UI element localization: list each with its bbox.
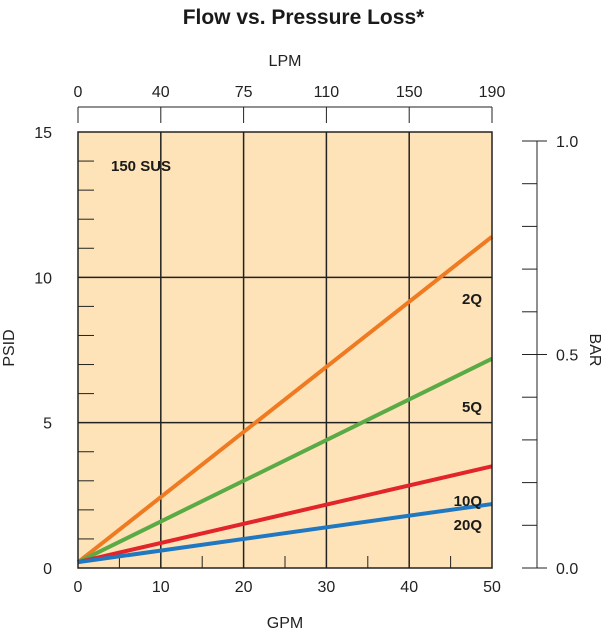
left-axis-ticks: 0 5 10 15 xyxy=(34,125,52,578)
plot-border xyxy=(77,131,493,569)
series-line-10q xyxy=(77,464,493,565)
series-label-20q: 20Q xyxy=(454,517,483,534)
bottom-tick-label: 50 xyxy=(483,579,501,596)
series-label-5q: 5Q xyxy=(462,399,482,416)
series-label-10q: 10Q xyxy=(454,493,483,510)
right-tick-label: 0.5 xyxy=(556,348,578,365)
top-tick-label: 150 xyxy=(396,84,423,101)
right-tick-label: 0.0 xyxy=(556,561,578,578)
series-line-5q xyxy=(77,356,493,564)
top-tick-label: 0 xyxy=(74,84,83,101)
minor-ticks xyxy=(78,160,452,568)
left-axis-label: PSID xyxy=(1,329,18,366)
plot-area xyxy=(78,132,492,568)
top-axis-label: LPM xyxy=(269,53,302,70)
top-tick-label: 110 xyxy=(314,84,340,101)
bottom-axis-ticks: 0 10 20 30 40 50 xyxy=(74,579,501,596)
series-labels: 2Q 5Q 10Q 20Q xyxy=(454,291,483,534)
right-tick-label: 1.0 xyxy=(556,134,578,151)
bottom-tick-label: 10 xyxy=(152,579,170,596)
chart-title: Flow vs. Pressure Loss* xyxy=(182,6,425,29)
viscosity-annotation: 150 SUS xyxy=(111,158,171,175)
top-tick-label: 75 xyxy=(235,84,253,101)
series-line-20q xyxy=(77,502,493,565)
bottom-tick-label: 0 xyxy=(74,579,83,596)
left-tick-label: 5 xyxy=(43,416,52,433)
bottom-tick-label: 30 xyxy=(318,579,336,596)
bottom-tick-label: 20 xyxy=(235,579,253,596)
series-lines xyxy=(76,235,494,565)
left-tick-label: 0 xyxy=(43,561,52,578)
bottom-tick-label: 40 xyxy=(400,579,418,596)
series-line-2q xyxy=(76,235,494,564)
top-tick-label: 190 xyxy=(479,84,506,101)
top-axis-ticks: 0 40 75 110 150 190 xyxy=(74,84,506,123)
top-tick-label: 40 xyxy=(152,84,170,101)
left-tick-label: 15 xyxy=(34,125,52,142)
left-tick-label: 10 xyxy=(34,270,52,287)
bottom-axis-label: GPM xyxy=(267,615,303,632)
series-label-2q: 2Q xyxy=(462,291,482,308)
right-axis-label: BAR xyxy=(586,334,603,367)
right-axis-ticks: 0.0 0.5 1.0 xyxy=(522,134,578,578)
